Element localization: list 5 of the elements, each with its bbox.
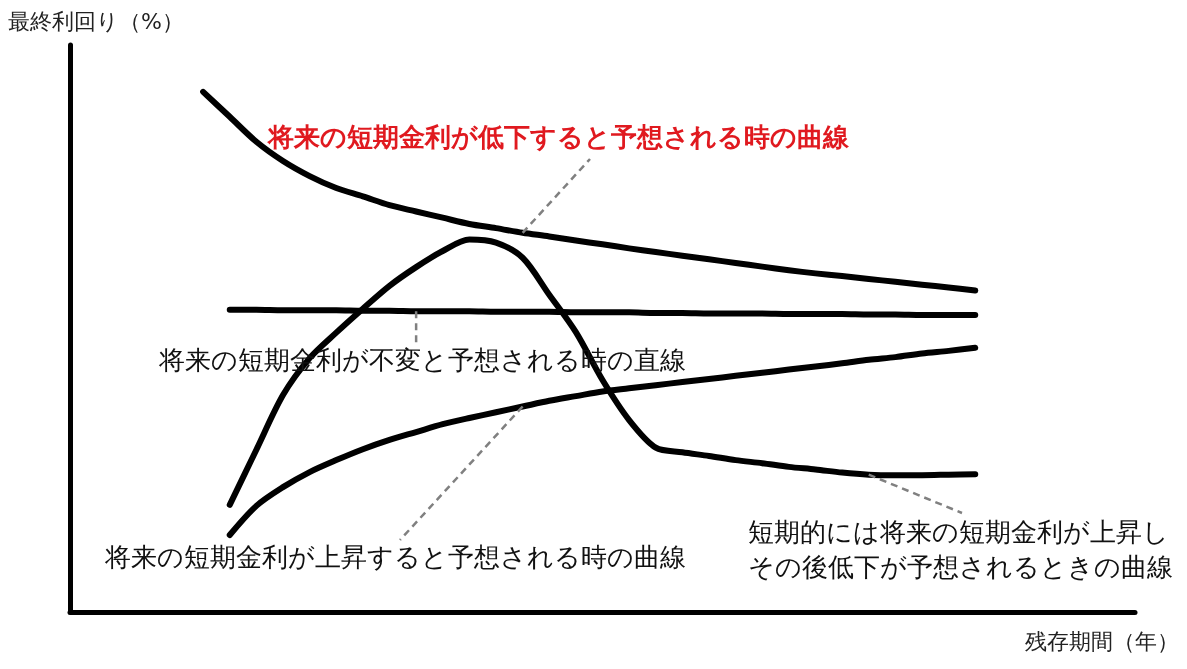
y-axis-title: 最終利回り（%） bbox=[8, 8, 184, 34]
x-axis-title: 残存期間（年） bbox=[1025, 628, 1179, 654]
text: 短期的には将来の短期金利が上昇しその後低下が予想されるときの曲線 bbox=[748, 516, 1173, 582]
text: 将来の短期金利が上昇すると予想される時の曲線 bbox=[103, 542, 686, 572]
series-label: 将来の短期金利が低下すると予想される時の曲線 bbox=[265, 122, 850, 152]
